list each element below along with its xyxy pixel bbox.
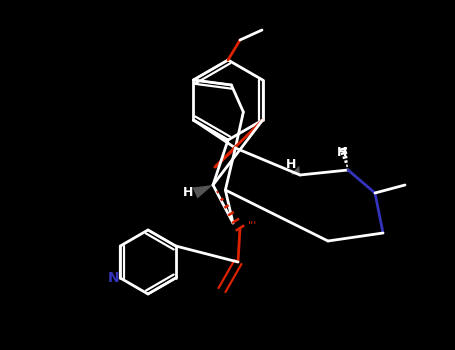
Text: H: H xyxy=(183,187,193,199)
Text: H: H xyxy=(286,158,296,170)
Polygon shape xyxy=(192,185,213,198)
Text: H: H xyxy=(337,146,347,159)
Text: N: N xyxy=(107,271,119,285)
Text: ''': ''' xyxy=(248,220,258,230)
Polygon shape xyxy=(291,166,300,175)
